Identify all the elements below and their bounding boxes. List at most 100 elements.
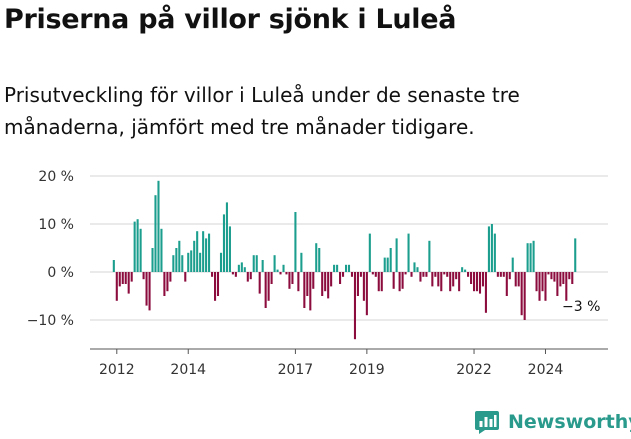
bar [264, 272, 267, 308]
bar [467, 272, 470, 277]
bar [422, 272, 425, 277]
bar [178, 240, 181, 272]
bar [353, 272, 357, 340]
bar [291, 272, 294, 284]
bar [205, 238, 208, 272]
bar [389, 248, 392, 272]
bar [511, 257, 514, 272]
bar [202, 231, 205, 272]
bar [297, 272, 300, 292]
bar [193, 240, 196, 272]
x-tick-label: 2017 [278, 362, 314, 378]
bar [490, 224, 493, 272]
bar [562, 272, 565, 284]
bar [327, 272, 330, 299]
bar [517, 272, 520, 287]
x-axis: 2012 2014 2017 2019 2022 2024 [90, 348, 608, 378]
bar [347, 264, 351, 272]
x-tick-label: 2014 [170, 362, 206, 378]
bar [386, 257, 389, 272]
bar [249, 272, 252, 280]
bar [404, 272, 407, 275]
bar [526, 243, 529, 272]
y-tick-label: −10 % [27, 313, 74, 329]
bar [380, 272, 383, 292]
bar [246, 272, 249, 282]
bar [568, 272, 571, 280]
bar [300, 252, 303, 272]
bar [303, 272, 306, 308]
bar [318, 248, 321, 272]
bar [234, 272, 237, 277]
bar [172, 255, 175, 272]
y-axis-tick-labels: −10 % 0 % 10 % 20 % [27, 169, 74, 329]
bar [228, 226, 231, 272]
bar [496, 272, 499, 277]
bar [139, 228, 142, 272]
bar [231, 272, 234, 275]
bar [350, 272, 354, 277]
x-tick-label: 2022 [456, 362, 492, 378]
bar [514, 272, 517, 287]
bar [181, 255, 184, 272]
bar [282, 264, 285, 272]
bar [401, 272, 404, 289]
bar [440, 272, 443, 292]
bar [118, 272, 121, 287]
bar [145, 272, 148, 306]
bar [544, 272, 547, 301]
bar [130, 272, 133, 282]
bar [330, 272, 333, 287]
bar [214, 272, 217, 301]
bar [142, 272, 145, 280]
bar [312, 272, 315, 289]
bar [484, 272, 487, 313]
bar [240, 262, 243, 272]
bar [345, 264, 348, 272]
bar [464, 269, 467, 272]
bar [208, 233, 211, 272]
bar [184, 272, 187, 282]
bar [425, 272, 428, 277]
last-value-label: −3 % [562, 299, 600, 315]
bar [306, 272, 309, 296]
bar [547, 272, 550, 275]
bar [112, 260, 115, 272]
bar [169, 272, 172, 282]
bar [535, 272, 538, 292]
bar [258, 272, 261, 294]
bar [473, 272, 476, 292]
bar [377, 272, 380, 292]
bar [520, 272, 523, 316]
brand-footer: Newsworthy [474, 406, 631, 438]
brand-name: Newsworthy [508, 411, 631, 433]
bar [437, 272, 440, 287]
y-tick-label: 0 % [47, 265, 74, 281]
bar [163, 272, 166, 296]
x-tick-label: 2012 [99, 362, 135, 378]
bar [252, 255, 255, 272]
bar [529, 243, 532, 272]
bar [455, 272, 458, 280]
bar [481, 272, 485, 287]
bar [276, 269, 279, 272]
bar [407, 233, 410, 272]
annotations: −3 % [562, 299, 600, 315]
newsworthy-logo-icon [475, 411, 499, 434]
bar [151, 248, 154, 272]
bar [121, 272, 124, 284]
bar [127, 272, 130, 294]
bar [285, 272, 288, 275]
bar [342, 272, 345, 277]
bar [288, 272, 291, 289]
x-tick-label: 2019 [349, 362, 385, 378]
bar [225, 202, 228, 272]
bar [571, 272, 574, 284]
bar [538, 272, 541, 301]
bar [410, 272, 413, 277]
bar [321, 272, 324, 296]
bar [199, 252, 202, 272]
bar [458, 272, 461, 292]
bar [324, 272, 327, 292]
bar [336, 264, 339, 272]
